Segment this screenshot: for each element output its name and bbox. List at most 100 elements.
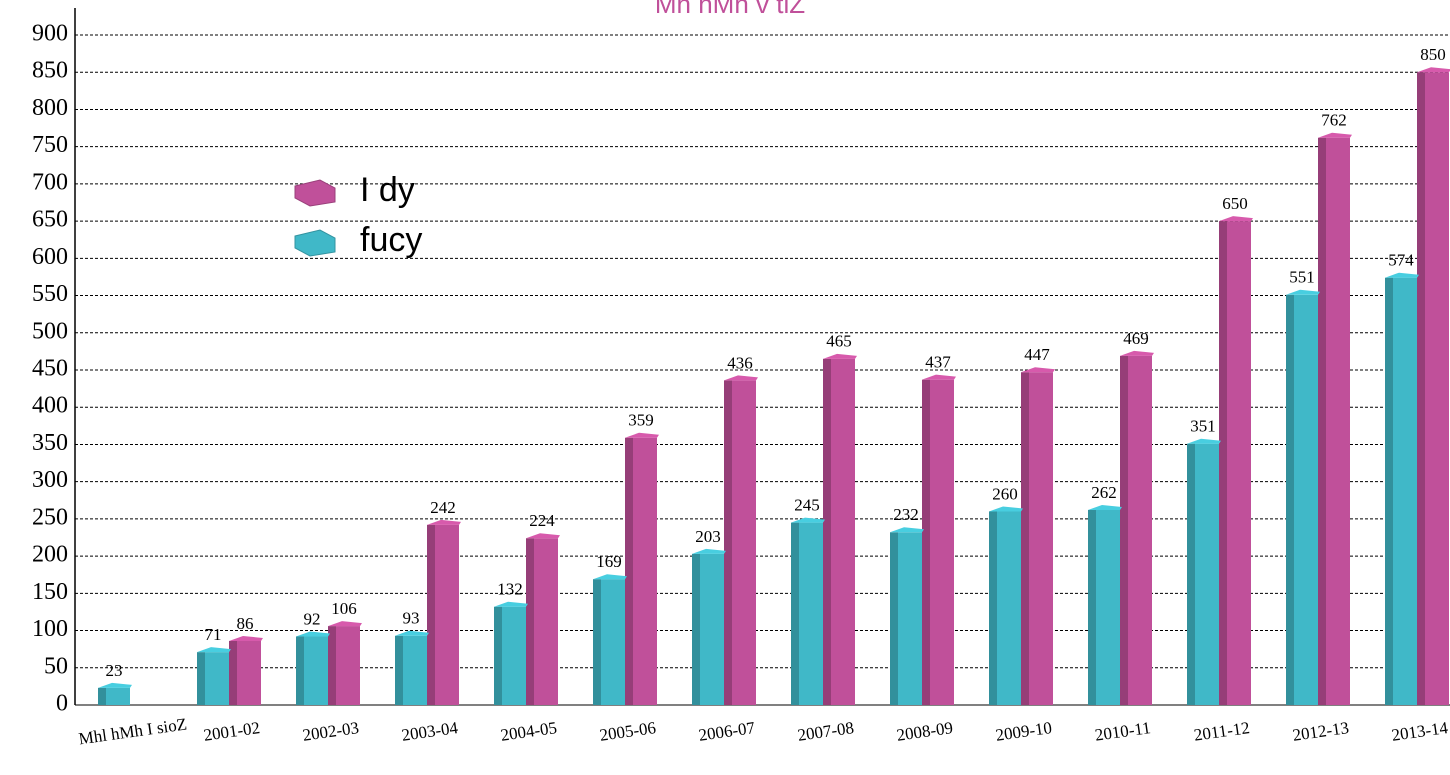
data-label: 447	[1024, 345, 1050, 364]
bar-side	[724, 380, 732, 705]
bar-side	[823, 358, 831, 705]
x-tick-label: 2010-11	[1094, 718, 1152, 745]
bar	[997, 511, 1021, 705]
data-label: 762	[1321, 111, 1347, 130]
bar	[1294, 294, 1318, 705]
data-label: 132	[497, 580, 523, 599]
chart-title: Mh hMh v tlZ	[655, 0, 805, 19]
bar-side	[328, 626, 336, 705]
y-tick-label: 600	[32, 244, 68, 270]
bar-top	[1187, 438, 1221, 444]
bar	[831, 358, 855, 705]
legend-label: fucy	[360, 221, 422, 259]
bar-top	[989, 506, 1023, 512]
bar-side	[890, 532, 898, 705]
bar-side	[427, 524, 435, 705]
bar	[1029, 372, 1053, 705]
bar	[106, 687, 130, 705]
bar	[304, 636, 328, 705]
bar	[1393, 277, 1417, 705]
bar-side	[692, 553, 700, 705]
data-label: 351	[1190, 417, 1216, 436]
bar	[1227, 221, 1251, 705]
data-label: 106	[331, 599, 357, 618]
data-label: 86	[237, 614, 254, 633]
bar-side	[989, 511, 997, 705]
bar-top	[197, 647, 231, 653]
x-tick-label: 2007-08	[796, 718, 855, 745]
x-tick-label: 2002-03	[301, 718, 360, 745]
data-label: 437	[925, 353, 951, 372]
bar-top	[625, 432, 659, 438]
bar-top	[890, 527, 924, 533]
bar	[1326, 137, 1350, 705]
data-label: 169	[596, 552, 622, 571]
y-tick-label: 400	[32, 393, 68, 419]
x-tick-label: 2004-05	[499, 718, 558, 745]
legend-label: I dy	[360, 171, 415, 209]
bar-top	[526, 533, 560, 539]
data-label: 245	[794, 496, 820, 515]
data-label: 242	[430, 498, 456, 517]
bar	[930, 379, 954, 705]
bar-side	[1286, 294, 1294, 705]
y-tick-label: 150	[32, 579, 68, 605]
bar	[1425, 72, 1449, 705]
bar-top	[395, 630, 429, 636]
y-tick-label: 50	[44, 653, 68, 679]
data-label: 574	[1388, 251, 1414, 270]
bar-top	[692, 548, 726, 554]
bar-side	[1318, 137, 1326, 705]
bar	[205, 652, 229, 705]
bar-side	[1187, 443, 1195, 705]
bar-top	[1286, 289, 1320, 295]
bar-top	[1318, 132, 1352, 138]
data-label: 650	[1222, 194, 1248, 213]
data-label: 23	[106, 661, 123, 680]
bar	[237, 640, 261, 705]
bar-side	[1120, 355, 1128, 705]
bar	[403, 635, 427, 705]
bar-top	[296, 631, 330, 637]
x-tick-label: 2008-09	[895, 718, 954, 745]
data-label: 436	[727, 353, 753, 372]
y-tick-label: 700	[32, 169, 68, 195]
bar-side	[229, 640, 237, 705]
x-tick-label: Mhl hMh I sioZ	[77, 714, 188, 748]
bar-side	[1385, 277, 1393, 705]
bar-top	[1120, 350, 1154, 356]
bar	[435, 524, 459, 705]
bar-side	[1417, 72, 1425, 705]
bar-top	[328, 621, 362, 627]
x-tick-label: 2013-14	[1390, 718, 1449, 745]
data-label: 93	[403, 609, 420, 628]
bar-top	[1088, 504, 1122, 510]
data-label: 465	[826, 332, 852, 351]
x-tick-label: 2006-07	[697, 718, 756, 745]
bar	[502, 606, 526, 705]
data-label: 71	[205, 625, 222, 644]
bar-top	[1385, 272, 1419, 278]
data-label: 203	[695, 527, 721, 546]
bar	[534, 538, 558, 705]
bar-top	[922, 374, 956, 380]
bar-top	[1219, 216, 1253, 222]
data-label: 359	[628, 411, 654, 430]
bar	[1128, 355, 1152, 705]
bar-side	[296, 636, 304, 705]
y-tick-label: 250	[32, 504, 68, 530]
legend-swatch	[294, 229, 336, 257]
bar-top	[98, 682, 132, 688]
data-label: 850	[1420, 45, 1446, 64]
y-tick-label: 800	[32, 95, 68, 121]
x-tick-label: 2001-02	[202, 718, 261, 745]
bar	[799, 522, 823, 705]
bar-side	[526, 538, 534, 705]
y-tick-label: 500	[32, 318, 68, 344]
bar-side	[1219, 221, 1227, 705]
x-tick-label: 2009-10	[994, 718, 1053, 745]
y-tick-label: 300	[32, 467, 68, 493]
bar	[700, 553, 724, 705]
y-tick-label: 450	[32, 356, 68, 382]
y-tick-label: 850	[32, 58, 68, 84]
